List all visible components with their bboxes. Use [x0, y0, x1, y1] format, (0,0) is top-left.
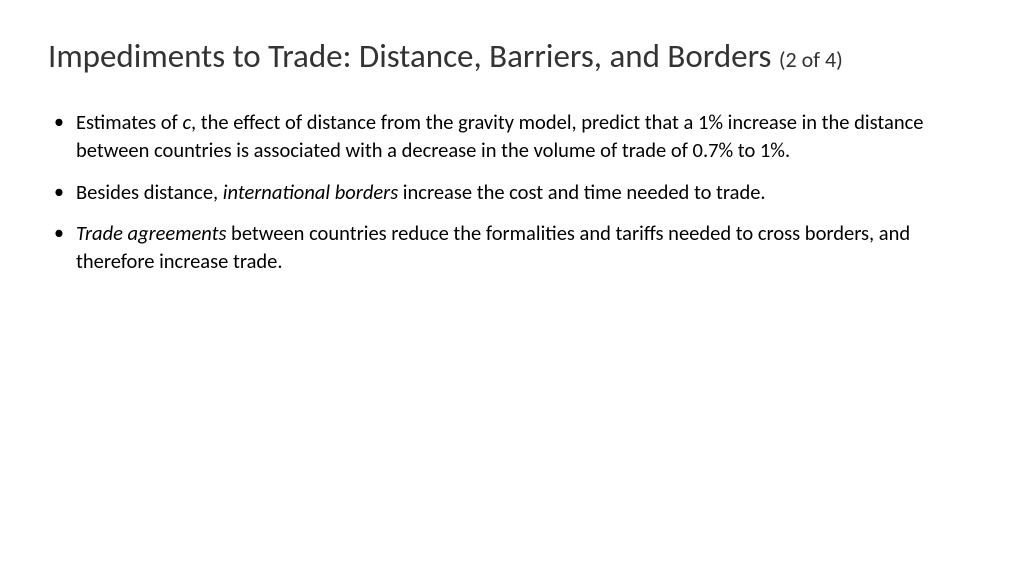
bullet-text-segment: international borders	[223, 179, 398, 205]
bullet-text-segment: Estimates of	[76, 109, 182, 135]
bullet-text-segment: c	[182, 109, 191, 135]
title-main: Impediments to Trade: Distance, Barriers…	[48, 36, 779, 76]
slide-title: Impediments to Trade: Distance, Barriers…	[48, 36, 976, 77]
bullet-text-segment: increase the cost and time needed to tra…	[398, 179, 765, 205]
bullet-item: Estimates of c, the effect of distance f…	[48, 109, 976, 164]
bullet-text-segment: Trade agreements	[76, 220, 226, 246]
bullet-item: Trade agreements between countries reduc…	[48, 220, 976, 275]
bullet-text-segment: Besides distance,	[76, 179, 223, 205]
title-pager: (2 of 4)	[779, 46, 843, 73]
bullet-list: Estimates of c, the effect of distance f…	[48, 109, 976, 275]
bullet-item: Besides distance, international borders …	[48, 179, 976, 207]
bullet-text-segment: , the effect of distance from the gravit…	[76, 109, 923, 163]
